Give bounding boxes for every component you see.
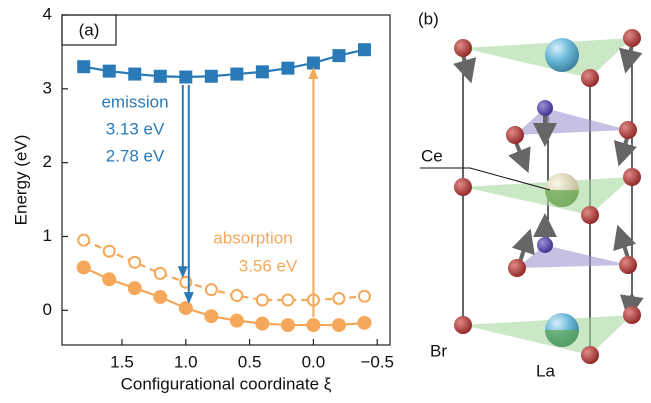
- marker: [128, 67, 142, 81]
- y-tick-label: 0: [43, 300, 52, 319]
- series-line: [83, 266, 365, 327]
- y-tick-label: 2: [43, 152, 52, 171]
- x-tick-label: 1.0: [174, 352, 198, 371]
- marker: [255, 316, 270, 331]
- y-tick-label: 3: [43, 78, 52, 97]
- marker: [153, 290, 168, 305]
- marker: [357, 289, 371, 303]
- series-line: [83, 48, 365, 79]
- marker: [255, 293, 269, 307]
- x-tick-label: −0.5: [360, 352, 394, 371]
- panel-label-box: [61, 14, 117, 46]
- marker: [306, 318, 321, 333]
- x-axis-title: Configurational coordinate ξ: [121, 374, 332, 393]
- annotation: 3.13 eV: [106, 119, 165, 138]
- marker: [153, 69, 167, 83]
- y-tick-label: 4: [43, 4, 52, 23]
- marker: [102, 64, 116, 78]
- marker: [204, 283, 218, 297]
- marker: [153, 266, 167, 280]
- marker: [332, 291, 346, 305]
- annotation: absorption: [213, 228, 292, 247]
- marker: [332, 49, 346, 63]
- marker: [179, 70, 193, 84]
- marker: [331, 318, 346, 333]
- y-tick-label: 1: [43, 226, 52, 245]
- x-tick-label: 0.0: [302, 352, 326, 371]
- marker: [204, 309, 219, 324]
- marker: [102, 244, 116, 258]
- annotation: emission: [101, 92, 168, 111]
- emission-arrow-head: [177, 266, 188, 279]
- x-tick-label: 0.5: [238, 352, 262, 371]
- marker: [77, 233, 91, 247]
- atom-label: Br: [430, 341, 447, 360]
- marker: [127, 281, 142, 296]
- panel-label: (b): [418, 9, 439, 28]
- panel-label: (a): [79, 20, 100, 39]
- marker: [178, 301, 193, 316]
- atom-label: Ce: [421, 146, 443, 165]
- structure: (b) Ce Br La: [418, 9, 644, 380]
- atom-label: La: [536, 361, 555, 380]
- marker: [281, 293, 295, 307]
- marker: [128, 255, 142, 269]
- x-tick-label: 1.5: [110, 352, 134, 371]
- annotation: 2.78 eV: [106, 146, 165, 165]
- marker: [280, 318, 295, 333]
- marker: [204, 69, 218, 83]
- marker: [77, 60, 91, 74]
- marker: [229, 313, 244, 328]
- emission-arrow-head: [183, 292, 194, 305]
- y-axis-title: Energy (eV): [11, 135, 30, 226]
- marker: [102, 272, 117, 287]
- marker: [76, 260, 91, 275]
- marker: [255, 65, 269, 79]
- series-line: [83, 239, 365, 302]
- marker: [281, 61, 295, 75]
- marker: [306, 56, 320, 70]
- plot-frame: [61, 14, 391, 346]
- marker: [230, 289, 244, 303]
- marker: [357, 43, 371, 57]
- absorption-arrow-head: [308, 66, 319, 79]
- marker: [230, 67, 244, 81]
- marker: [357, 315, 372, 330]
- annotation: 3.56 eV: [239, 256, 298, 275]
